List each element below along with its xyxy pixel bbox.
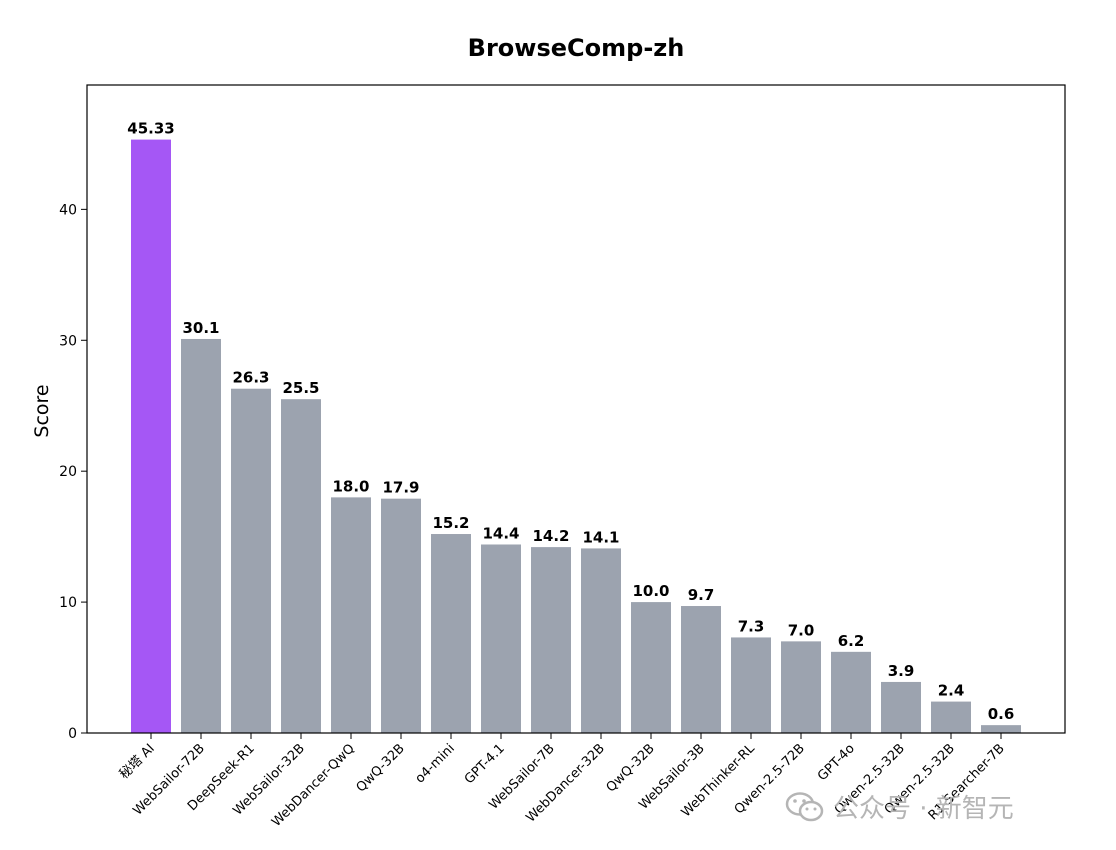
y-tick-label: 30 xyxy=(59,333,77,349)
chart-title: BrowseComp-zh xyxy=(468,34,685,62)
bar-value-label: 6.2 xyxy=(838,632,865,650)
watermark-text: 公众号 · 新智元 xyxy=(833,794,1014,824)
y-tick-label: 0 xyxy=(68,726,77,742)
bar-value-label: 25.5 xyxy=(282,379,319,397)
bar xyxy=(381,498,421,733)
bar xyxy=(731,637,771,733)
y-tick-label: 20 xyxy=(59,464,77,480)
bar xyxy=(981,725,1021,733)
bar-value-label: 14.4 xyxy=(482,524,519,542)
bar-value-label: 15.2 xyxy=(432,514,469,532)
plot-frame xyxy=(86,84,1066,734)
x-tick-label: QwQ-32B xyxy=(604,741,658,795)
bar xyxy=(831,651,871,733)
watermark: 公众号 · 新智元 xyxy=(785,788,1014,825)
x-tick-label: 秘塔 AI xyxy=(117,741,158,782)
x-tick-label: GPT-4.1 xyxy=(462,741,508,787)
bar-value-label: 9.7 xyxy=(688,586,715,604)
bar xyxy=(281,399,321,733)
bar xyxy=(531,547,571,733)
bar-value-label: 2.4 xyxy=(938,682,965,700)
bar xyxy=(631,602,671,733)
bar xyxy=(581,548,621,733)
bar xyxy=(431,534,471,733)
bar xyxy=(481,544,521,733)
x-tick-label: WebDancer-QwQ xyxy=(269,741,358,830)
x-tick-label: GPT-4o xyxy=(815,741,858,784)
bar-value-label: 17.9 xyxy=(382,479,419,497)
wechat-icon xyxy=(785,791,824,821)
y-tick-label: 40 xyxy=(59,202,77,218)
bar-value-label: 7.3 xyxy=(738,617,765,635)
bar-value-label: 3.9 xyxy=(888,662,915,680)
y-tick-label: 10 xyxy=(59,595,77,611)
bar-value-label: 7.0 xyxy=(788,621,815,639)
bar xyxy=(131,139,171,733)
bar xyxy=(881,681,921,733)
bar-value-label: 10.0 xyxy=(632,582,669,600)
x-tick-label: QwQ-32B xyxy=(354,741,408,795)
bar xyxy=(331,497,371,733)
bar-value-label: 30.1 xyxy=(182,319,219,337)
bar-value-label: 0.6 xyxy=(988,705,1015,723)
bar-value-label: 14.1 xyxy=(582,528,619,546)
bar xyxy=(931,701,971,733)
bar-value-label: 18.0 xyxy=(332,477,369,495)
y-axis-label: Score xyxy=(31,384,53,437)
bar-value-label: 14.2 xyxy=(532,527,569,545)
bars-layer: 45.33 30.1 26.3 25.5 18.0 17.9 15.2 14.4 14.2 14.… xyxy=(127,120,1021,733)
bar xyxy=(681,606,721,733)
bar-value-label: 26.3 xyxy=(232,369,269,387)
bar xyxy=(231,388,271,733)
bar xyxy=(781,641,821,733)
x-tick-label: o4-mini xyxy=(413,741,458,786)
bar-value-label: 45.33 xyxy=(127,120,174,138)
bar xyxy=(181,338,221,733)
